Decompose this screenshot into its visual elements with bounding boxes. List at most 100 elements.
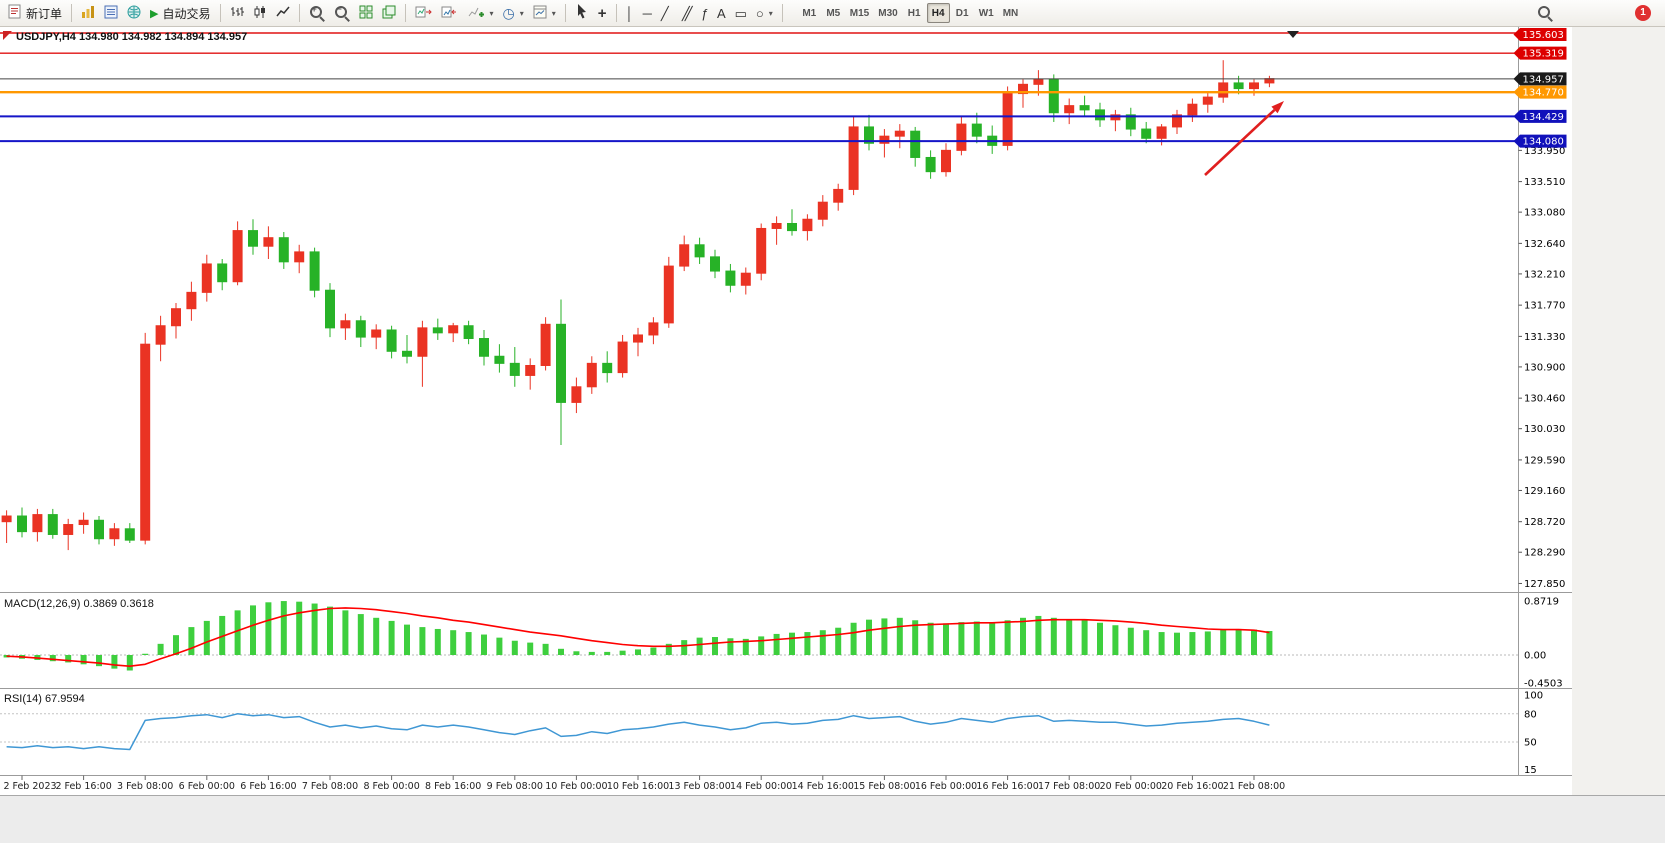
timeframe-button-mn[interactable]: MN [999, 3, 1023, 23]
text-icon: A [716, 5, 726, 21]
svg-text:0.8719: 0.8719 [1524, 596, 1559, 607]
svg-text:134.080: 134.080 [1523, 137, 1564, 148]
channel-icon: ╱╱ [681, 5, 693, 21]
notification-badge[interactable]: 1 [1635, 5, 1651, 21]
shapes-button[interactable]: ○ ▾ [752, 2, 777, 24]
template-icon [533, 5, 547, 22]
svg-text:131.330: 131.330 [1524, 332, 1565, 343]
svg-text:15 Feb 08:00: 15 Feb 08:00 [853, 781, 915, 792]
indicators-button[interactable]: ▾ [463, 2, 498, 24]
svg-text:128.720: 128.720 [1524, 517, 1565, 528]
svg-text:8 Feb 16:00: 8 Feb 16:00 [425, 781, 481, 792]
channel-button[interactable]: ╱╱ [674, 2, 696, 24]
text-label-icon: ▭ [734, 5, 747, 21]
svg-text:20 Feb 16:00: 20 Feb 16:00 [1161, 781, 1223, 792]
line-chart-icon [275, 5, 290, 22]
market-watch-button[interactable] [77, 2, 99, 24]
autotrading-button[interactable]: ▶ 自动交易 [146, 2, 214, 24]
timeframe-button-h4[interactable]: H4 [926, 3, 950, 23]
crosshair-icon: + [597, 4, 607, 22]
trendline-icon: ╱ [660, 5, 669, 21]
svg-text:7 Feb 08:00: 7 Feb 08:00 [302, 781, 358, 792]
status-area [0, 795, 1665, 843]
data-window-icon [104, 5, 118, 22]
chart-title: USDJPY,H4 134.980 134.982 134.894 134.95… [16, 31, 248, 43]
timeframe-button-m5[interactable]: M5 [822, 3, 845, 23]
svg-text:133.510: 133.510 [1524, 177, 1565, 188]
svg-text:133.080: 133.080 [1524, 208, 1565, 219]
svg-text:135.319: 135.319 [1523, 49, 1564, 60]
periods-button[interactable]: ◷ ▾ [499, 2, 528, 24]
timeframe-button-w1[interactable]: W1 [975, 3, 998, 23]
svg-text:129.160: 129.160 [1524, 486, 1565, 497]
timeframe-button-m30[interactable]: M30 [874, 3, 901, 23]
toolbar: 新订单 ▶ 自动交易 + − ▾ ◷ ▾ ▾ + │ ─ ╱ ╱╱ ƒ A [0, 0, 1665, 27]
cascade-windows-icon [382, 5, 396, 22]
svg-text:130.460: 130.460 [1524, 394, 1565, 405]
bar-chart-icon [230, 5, 244, 22]
svg-text:127.850: 127.850 [1524, 579, 1565, 590]
svg-text:14 Feb 00:00: 14 Feb 00:00 [730, 781, 792, 792]
timeframe-button-m1[interactable]: M1 [798, 3, 821, 23]
svg-text:21 Feb 08:00: 21 Feb 08:00 [1223, 781, 1285, 792]
macd-indicator-label: MACD(12,26,9) 0.3869 0.3618 [4, 598, 154, 610]
svg-text:6 Feb 16:00: 6 Feb 16:00 [240, 781, 296, 792]
cascade-windows-button[interactable] [378, 2, 400, 24]
horizontal-line-button[interactable]: ─ [639, 2, 656, 24]
svg-text:20 Feb 00:00: 20 Feb 00:00 [1100, 781, 1162, 792]
cursor-icon [575, 3, 589, 23]
tile-windows-icon [359, 5, 373, 22]
search-button[interactable] [1533, 2, 1557, 24]
templates-button[interactable]: ▾ [529, 2, 560, 24]
toolbar-separator [615, 4, 617, 22]
text-button[interactable]: A [713, 2, 730, 24]
timeframe-button-m15[interactable]: M15 [846, 3, 873, 23]
svg-text:135.603: 135.603 [1523, 30, 1564, 41]
chevron-down-icon: ▾ [489, 8, 494, 18]
cursor-button[interactable] [571, 2, 593, 24]
tile-windows-button[interactable] [355, 2, 377, 24]
chart-window: 133.950 133.510 133.080 132.640 132.210 131.7… [0, 27, 1665, 795]
market-watch-icon [81, 5, 95, 22]
chart-shift-icon [441, 5, 458, 22]
candlestick-chart-button[interactable] [249, 2, 271, 24]
svg-text:80: 80 [1524, 709, 1537, 720]
chart-shift-button[interactable] [437, 2, 462, 24]
zoom-in-button[interactable]: + [305, 2, 329, 24]
svg-text:14 Feb 16:00: 14 Feb 16:00 [792, 781, 854, 792]
toolbar-separator [404, 4, 406, 22]
svg-text:134.957: 134.957 [1523, 74, 1564, 85]
svg-text:132.640: 132.640 [1524, 239, 1565, 250]
svg-text:3 Feb 08:00: 3 Feb 08:00 [117, 781, 173, 792]
svg-text:133.950: 133.950 [1524, 146, 1565, 157]
navigator-button[interactable] [123, 2, 145, 24]
timeframe-button-d1[interactable]: D1 [951, 3, 974, 23]
svg-text:9 Feb 08:00: 9 Feb 08:00 [487, 781, 543, 792]
bar-chart-button[interactable] [226, 2, 248, 24]
crosshair-button[interactable]: + [594, 2, 611, 24]
svg-text:131.770: 131.770 [1524, 301, 1565, 312]
toolbar-separator [781, 4, 783, 22]
vertical-line-button[interactable]: │ [622, 2, 638, 24]
toolbar-separator [71, 4, 73, 22]
svg-text:17 Feb 08:00: 17 Feb 08:00 [1038, 781, 1100, 792]
zoom-in-icon: + [309, 4, 325, 21]
data-window-button[interactable] [100, 2, 122, 24]
rsi-indicator-label: RSI(14) 67.9594 [4, 693, 85, 705]
vertical-line-icon: │ [625, 5, 634, 21]
auto-scroll-button[interactable] [411, 2, 436, 24]
autotrading-play-icon: ▶ [150, 7, 159, 20]
fibonacci-button[interactable]: ƒ [697, 2, 712, 24]
line-chart-button[interactable] [272, 2, 294, 24]
svg-text:-0.4503: -0.4503 [1524, 678, 1563, 689]
svg-text:10 Feb 00:00: 10 Feb 00:00 [545, 781, 607, 792]
toolbar-separator [564, 4, 566, 22]
autotrading-label: 自动交易 [162, 6, 211, 21]
timeframe-button-h1[interactable]: H1 [903, 3, 926, 23]
trendline-button[interactable]: ╱ [657, 2, 673, 24]
new-order-button[interactable]: 新订单 [4, 2, 66, 24]
zoom-out-button[interactable]: − [330, 2, 354, 24]
chart-canvas[interactable]: 133.950 133.510 133.080 132.640 132.210 131.7… [0, 27, 1665, 795]
chevron-down-icon: ▾ [768, 8, 773, 18]
text-label-button[interactable]: ▭ [731, 2, 751, 24]
